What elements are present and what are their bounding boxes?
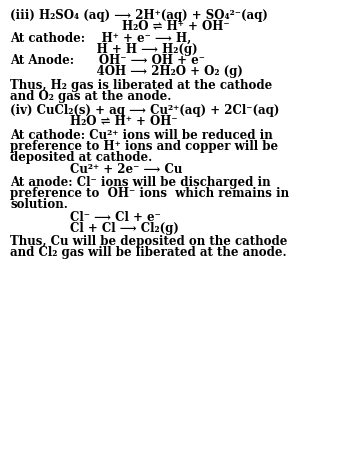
Text: Cl + Cl ⟶ Cl₂(g): Cl + Cl ⟶ Cl₂(g) bbox=[70, 222, 179, 235]
Text: and Cl₂ gas will be liberated at the anode.: and Cl₂ gas will be liberated at the ano… bbox=[10, 246, 287, 259]
Text: H₂O ⇌ H⁺ + OH⁻: H₂O ⇌ H⁺ + OH⁻ bbox=[70, 115, 177, 128]
Text: H₂O ⇌ H⁺ + OH⁻: H₂O ⇌ H⁺ + OH⁻ bbox=[122, 20, 230, 33]
Text: preference to  OH⁻ ions  which remains in: preference to OH⁻ ions which remains in bbox=[10, 187, 290, 200]
Text: At anode: Cl⁻ ions will be discharged in: At anode: Cl⁻ ions will be discharged in bbox=[10, 176, 271, 189]
Text: and O₂ gas at the anode.: and O₂ gas at the anode. bbox=[10, 90, 172, 103]
Text: solution.: solution. bbox=[10, 198, 68, 212]
Text: deposited at cathode.: deposited at cathode. bbox=[10, 151, 153, 164]
Text: (iv) CuCl₂(s) + aq ⟶ Cu²⁺(aq) + 2Cl⁻(aq): (iv) CuCl₂(s) + aq ⟶ Cu²⁺(aq) + 2Cl⁻(aq) bbox=[10, 104, 280, 117]
Text: At Anode:      OH⁻ ⟶ OH + e⁻: At Anode: OH⁻ ⟶ OH + e⁻ bbox=[10, 54, 205, 67]
Text: (iii) H₂SO₄ (aq) ⟶ 2H⁺(aq) + SO₄²⁻(aq): (iii) H₂SO₄ (aq) ⟶ 2H⁺(aq) + SO₄²⁻(aq) bbox=[10, 9, 268, 22]
Text: H + H ⟶ H₂(g): H + H ⟶ H₂(g) bbox=[10, 43, 198, 56]
Text: 4OH ⟶ 2H₂O + O₂ (g): 4OH ⟶ 2H₂O + O₂ (g) bbox=[10, 65, 243, 78]
Text: At cathode: Cu²⁺ ions will be reduced in: At cathode: Cu²⁺ ions will be reduced in bbox=[10, 129, 273, 142]
Text: Cu²⁺ + 2e⁻ ⟶ Cu: Cu²⁺ + 2e⁻ ⟶ Cu bbox=[70, 163, 182, 176]
Text: At cathode:    H⁺ + e⁻ ⟶ H,: At cathode: H⁺ + e⁻ ⟶ H, bbox=[10, 32, 192, 45]
Text: Thus, Cu will be deposited on the cathode: Thus, Cu will be deposited on the cathod… bbox=[10, 235, 288, 248]
Text: preference to H⁺ ions and copper will be: preference to H⁺ ions and copper will be bbox=[10, 140, 279, 153]
Text: Cl⁻ ⟶ Cl + e⁻: Cl⁻ ⟶ Cl + e⁻ bbox=[70, 211, 161, 224]
Text: Thus, H₂ gas is liberated at the cathode: Thus, H₂ gas is liberated at the cathode bbox=[10, 79, 273, 92]
